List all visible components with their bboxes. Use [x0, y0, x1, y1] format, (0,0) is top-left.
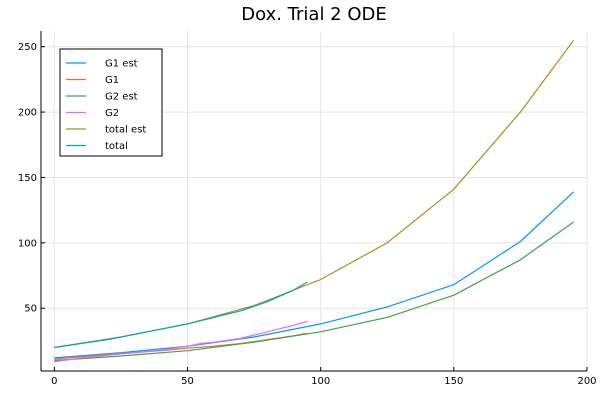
series-line-0: [54, 191, 575, 359]
legend-label: G1 est: [105, 59, 138, 70]
legend-label: total est: [105, 125, 146, 136]
series-line-2: [54, 221, 575, 362]
x-tick-label: 200: [577, 376, 596, 387]
legend-label: total: [105, 141, 128, 152]
legend-box: [59, 48, 163, 157]
series-line-5: [54, 281, 308, 349]
legend-label: G2 est: [105, 92, 138, 103]
series-line-1: [54, 332, 308, 360]
chart-title: Dox. Trial 2 ODE: [241, 4, 387, 25]
y-tick-label: 150: [18, 173, 37, 184]
y-tick-label: 250: [18, 42, 37, 53]
x-tick-label: 0: [51, 376, 57, 387]
series-lines: [54, 39, 575, 363]
grid: [41, 31, 588, 371]
x-tick-label: 50: [181, 376, 194, 387]
legend-label: G2: [105, 108, 119, 119]
y-tick-label: 50: [24, 304, 37, 315]
x-tick-label: 150: [444, 376, 463, 387]
y-tick-label: 200: [18, 108, 37, 119]
x-tick-label: 100: [311, 376, 330, 387]
series-line-3: [54, 320, 308, 363]
y-tick-label: 100: [18, 238, 37, 249]
tick-labels: 0 50 100 150 200 50 100 150 200 250: [18, 42, 597, 387]
legend-label: G1: [105, 75, 119, 86]
legend: G1 est G1 G2 est G2 total est total: [59, 48, 163, 157]
axes: [40, 31, 588, 372]
